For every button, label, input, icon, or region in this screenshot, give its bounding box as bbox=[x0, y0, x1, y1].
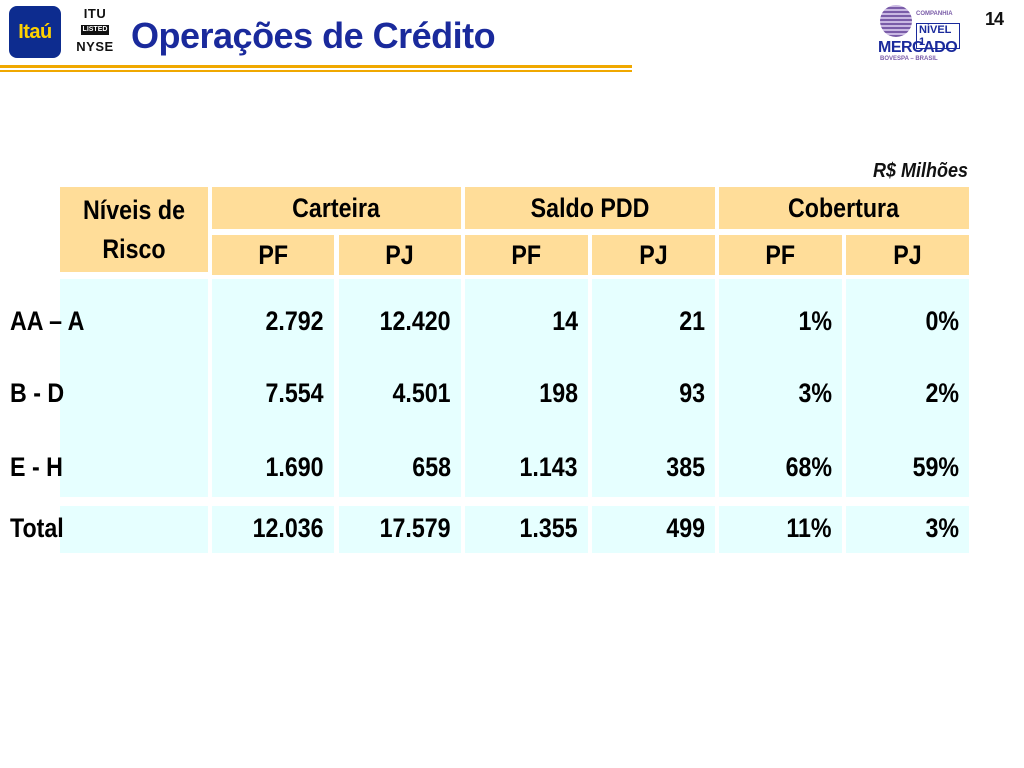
nyse-logo-listed: LISTED bbox=[80, 25, 110, 35]
itau-logo-text: Itaú bbox=[18, 20, 52, 43]
group-header-cobertura: Cobertura bbox=[719, 187, 969, 229]
total-value: 11% bbox=[786, 513, 832, 543]
total-label: Total bbox=[10, 513, 64, 543]
currency-note: R$ Milhões bbox=[872, 160, 968, 182]
cell-value: 3% bbox=[798, 378, 832, 408]
nyse-logo-ticker: ITU bbox=[83, 6, 107, 21]
mercado-logo-nivel: NÍVEL 1 bbox=[916, 23, 960, 49]
total-cell bbox=[465, 506, 588, 553]
body-column-labels bbox=[60, 279, 208, 497]
cell-value: 12.420 bbox=[379, 306, 451, 336]
row-label: AA – A bbox=[10, 306, 85, 336]
total-cell bbox=[719, 506, 842, 553]
body-column-saldo-pj bbox=[592, 279, 715, 497]
subheader-saldo-pj: PJ bbox=[592, 235, 715, 275]
cell-value: 1% bbox=[798, 306, 832, 336]
body-column-cobertura-pf bbox=[719, 279, 842, 497]
total-value: 1.355 bbox=[519, 513, 578, 543]
total-cell bbox=[212, 506, 334, 553]
row-label: E - H bbox=[10, 452, 63, 482]
nyse-logo-exchange: NYSE bbox=[76, 39, 114, 54]
mercado-logo-bovespa: BOVESPA – BRASIL bbox=[880, 56, 938, 62]
cell-value: 385 bbox=[666, 452, 705, 482]
total-value: 3% bbox=[925, 513, 959, 543]
body-column-carteira-pj bbox=[339, 279, 461, 497]
cell-value: 1.690 bbox=[265, 452, 324, 482]
total-cell bbox=[846, 506, 969, 553]
title-underline bbox=[0, 65, 632, 68]
cell-value: 68% bbox=[785, 452, 832, 482]
body-column-saldo-pf bbox=[465, 279, 588, 497]
nyse-listed-logo: ITU LISTED NYSE bbox=[74, 7, 116, 53]
title-underline-secondary bbox=[0, 70, 632, 72]
total-value: 17.579 bbox=[379, 513, 451, 543]
cell-value: 1.143 bbox=[519, 452, 578, 482]
cell-value: 2.792 bbox=[265, 306, 324, 336]
novo-mercado-logo: COMPANHIA NÍVEL 1 MERCADO BOVESPA – BRAS… bbox=[876, 5, 960, 63]
subheader-cobertura-pj: PJ bbox=[846, 235, 969, 275]
cell-value: 7.554 bbox=[265, 378, 324, 408]
total-value: 499 bbox=[666, 513, 705, 543]
cell-value: 4.501 bbox=[392, 378, 451, 408]
cell-value: 0% bbox=[925, 306, 959, 336]
itau-logo: Itaú bbox=[9, 6, 61, 58]
cell-value: 59% bbox=[912, 452, 959, 482]
cell-value: 2% bbox=[925, 378, 959, 408]
subheader-carteira-pj: PJ bbox=[339, 235, 461, 275]
total-cell bbox=[592, 506, 715, 553]
total-value: 12.036 bbox=[252, 513, 324, 543]
subheader-carteira-pf: PF bbox=[212, 235, 334, 275]
row-label: B - D bbox=[10, 378, 65, 408]
mercado-logo-companhia: COMPANHIA bbox=[916, 11, 953, 17]
group-header-saldo-pdd: Saldo PDD bbox=[465, 187, 715, 229]
total-cell bbox=[339, 506, 461, 553]
group-header-carteira: Carteira bbox=[212, 187, 461, 229]
subheader-saldo-pf: PF bbox=[465, 235, 588, 275]
cell-value: 198 bbox=[539, 378, 578, 408]
body-column-carteira-pf bbox=[212, 279, 334, 497]
total-label-cell bbox=[60, 506, 208, 553]
mercado-logo-circle bbox=[880, 5, 912, 37]
subheader-cobertura-pf: PF bbox=[719, 235, 842, 275]
page-title: Operações de Crédito bbox=[131, 15, 496, 56]
cell-value: 658 bbox=[412, 452, 451, 482]
cell-value: 14 bbox=[552, 306, 578, 336]
row-header-niveis-de-risco: Níveis de Risco bbox=[60, 187, 208, 272]
body-column-cobertura-pj bbox=[846, 279, 969, 497]
cell-value: 21 bbox=[679, 306, 705, 336]
mercado-logo-mercado: MERCADO bbox=[878, 39, 958, 56]
cell-value: 93 bbox=[679, 378, 705, 408]
slide-number: 14 bbox=[985, 9, 1004, 29]
